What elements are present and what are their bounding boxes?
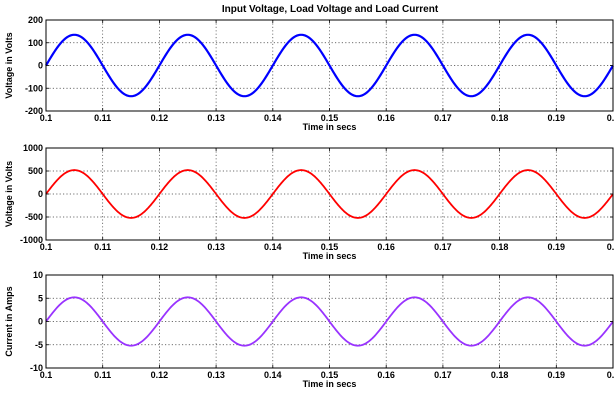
x-tick-label: 0.16 — [377, 370, 395, 380]
x-tick-label: 0.13 — [207, 242, 225, 252]
x-tick-label: 0.2 — [607, 113, 614, 123]
x-tick-label: 0.14 — [264, 370, 282, 380]
y-tick-label: 5 — [38, 293, 43, 303]
series-line-2-1 — [45, 169, 614, 219]
x-axis-label: Time in secs — [303, 379, 357, 389]
x-tick-label: 0.12 — [151, 242, 169, 252]
x-tick-label: 0.1 — [40, 242, 53, 252]
x-tick-label: 0.17 — [434, 370, 452, 380]
x-tick-label: 0.15 — [321, 370, 339, 380]
subplots-container: 0.1 0.11 0.12 0.13 0.14 0.15 0.16 0.17 0.18 0.19 0… — [4, 15, 614, 389]
x-tick-label: 0.12 — [151, 370, 169, 380]
x-axis-label: Time in secs — [303, 122, 357, 132]
y-tick-label: 200 — [28, 15, 43, 25]
y-tick-label: -5 — [35, 340, 43, 350]
x-tick-label: 0.19 — [548, 113, 566, 123]
x-axis-label: Time in secs — [303, 251, 357, 261]
subplot-3: 0.1 0.11 0.12 0.13 0.14 0.15 0.16 0.17 0.18 0.19 0… — [4, 270, 614, 389]
y-tick-label: -200 — [25, 106, 43, 116]
y-tick-label: 1000 — [23, 143, 43, 153]
y-tick-label: 10 — [33, 270, 43, 280]
x-tick-label: 0.17 — [434, 242, 452, 252]
y-tick-label: -100 — [25, 83, 43, 93]
y-axis-label: Current in Amps — [4, 286, 14, 356]
x-tick-label: 0.14 — [264, 242, 282, 252]
x-tick-label: 0.11 — [94, 370, 111, 380]
x-tick-label: 0.17 — [434, 113, 452, 123]
x-tick-label: 0.11 — [94, 113, 111, 123]
figure-title: Input Voltage, Load Voltage and Load Cur… — [222, 4, 439, 15]
x-tick-label: 0.1 — [40, 113, 53, 123]
y-tick-label: 100 — [28, 38, 43, 48]
subplot-1: 0.1 0.11 0.12 0.13 0.14 0.15 0.16 0.17 0.18 0.19 0… — [4, 15, 614, 132]
x-tick-label: 0.18 — [491, 242, 509, 252]
y-tick-label: 500 — [28, 166, 43, 176]
x-tick-label: 0.18 — [491, 113, 509, 123]
x-tick-label: 0.16 — [377, 113, 395, 123]
y-tick-label: 0 — [38, 317, 43, 327]
y-tick-label: 0 — [38, 189, 43, 199]
x-tick-label: 0.2 — [607, 370, 614, 380]
series-line-1-1 — [45, 33, 614, 98]
x-tick-label: 0.1 — [40, 370, 53, 380]
x-tick-label: 0.19 — [548, 370, 566, 380]
x-tick-label: 0.13 — [207, 113, 225, 123]
x-tick-label: 0.19 — [548, 242, 566, 252]
x-tick-label: 0.18 — [491, 370, 509, 380]
x-tick-label: 0.14 — [264, 113, 282, 123]
x-tick-label: 0.2 — [607, 242, 614, 252]
y-axis-label: Voltage in Volts — [4, 161, 14, 227]
y-tick-label: -1000 — [20, 235, 43, 245]
x-tick-label: 0.15 — [321, 113, 339, 123]
y-axis-label: Voltage in Volts — [4, 32, 14, 98]
x-tick-label: 0.15 — [321, 242, 339, 252]
x-tick-label: 0.12 — [151, 113, 169, 123]
x-tick-label: 0.16 — [377, 242, 395, 252]
y-tick-label: -500 — [25, 212, 43, 222]
subplot-2: 0.1 0.11 0.12 0.13 0.14 0.15 0.16 0.17 0.18 0.19 0… — [4, 143, 614, 261]
y-tick-label: 0 — [38, 61, 43, 71]
x-tick-label: 0.11 — [94, 242, 111, 252]
y-tick-label: -10 — [30, 363, 43, 373]
x-tick-label: 0.13 — [207, 370, 225, 380]
series-line-3-1 — [45, 296, 614, 347]
